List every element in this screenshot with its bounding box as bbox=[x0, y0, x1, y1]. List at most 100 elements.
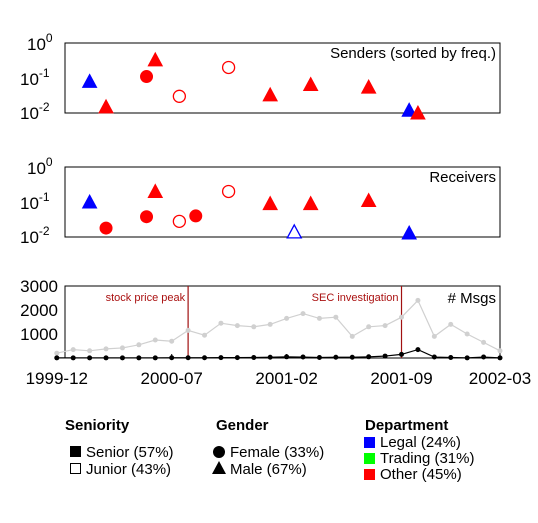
series-point bbox=[185, 327, 191, 333]
series-point bbox=[349, 354, 355, 360]
messages-xtick-label: 1999-12 bbox=[26, 369, 88, 388]
series-point bbox=[431, 333, 437, 339]
series-point bbox=[300, 311, 306, 317]
series-point bbox=[136, 342, 142, 348]
data-point bbox=[360, 192, 377, 208]
legend-other-label: Other (45%) bbox=[380, 466, 462, 483]
data-point bbox=[172, 89, 187, 103]
receivers-ytick-label: 100 bbox=[27, 155, 53, 178]
series-point bbox=[349, 333, 355, 339]
legend: Seniority Senior (57%) Junior (43%) Gend… bbox=[65, 417, 474, 483]
legend-legal-label: Legal (24%) bbox=[380, 434, 461, 451]
messages-xtick-label: 2001-09 bbox=[370, 369, 432, 388]
messages-x-ticks: 1999-12 2000-07 2001-02 2001-09 2002-03 bbox=[26, 354, 531, 388]
data-point bbox=[221, 60, 236, 75]
series-point bbox=[152, 337, 158, 343]
legend-gender: Gender Female (33%) Male (67%) bbox=[212, 417, 324, 478]
messages-xtick-label: 2002-03 bbox=[469, 369, 531, 388]
series-point bbox=[70, 347, 76, 353]
series-point bbox=[185, 355, 191, 361]
data-point bbox=[140, 210, 154, 224]
series-point bbox=[169, 338, 175, 344]
series-point bbox=[202, 355, 208, 361]
messages-plot-frame bbox=[64, 285, 501, 359]
series-point bbox=[251, 355, 257, 361]
annotation-label: stock price peak bbox=[106, 292, 186, 304]
senders-ytick-label: 10-1 bbox=[20, 66, 50, 89]
series-point bbox=[333, 314, 339, 320]
data-point bbox=[286, 223, 303, 239]
series-point bbox=[464, 331, 470, 337]
receivers-plot-frame bbox=[64, 166, 501, 238]
legend-trading-swatch bbox=[364, 453, 375, 464]
data-point bbox=[360, 79, 377, 94]
data-point bbox=[302, 76, 319, 92]
series-point bbox=[431, 354, 437, 360]
messages-xtick-label: 2000-07 bbox=[141, 369, 203, 388]
series-point bbox=[54, 355, 60, 361]
series-point bbox=[464, 355, 470, 361]
senders-points bbox=[81, 51, 426, 120]
series-point bbox=[366, 354, 372, 360]
data-point bbox=[189, 209, 203, 223]
series-point bbox=[267, 354, 273, 360]
senders-plot-frame bbox=[64, 42, 501, 114]
legend-junior-label: Junior (43%) bbox=[86, 461, 171, 478]
series-point bbox=[415, 297, 421, 303]
legend-junior-marker bbox=[70, 463, 81, 474]
series-point bbox=[267, 321, 273, 327]
series-point bbox=[481, 339, 487, 345]
annotation-label: SEC investigation bbox=[312, 292, 399, 304]
series-point bbox=[234, 323, 240, 329]
series-point bbox=[481, 354, 487, 360]
series-point bbox=[103, 346, 109, 352]
series-point bbox=[169, 355, 175, 361]
data-point bbox=[140, 70, 154, 84]
data-point bbox=[99, 221, 113, 235]
legend-other-swatch bbox=[364, 469, 375, 480]
messages-series bbox=[54, 297, 503, 361]
messages-panel-title: # Msgs bbox=[448, 290, 496, 307]
data-point bbox=[147, 51, 164, 67]
legend-gender-title: Gender bbox=[216, 417, 269, 434]
series-line bbox=[56, 299, 501, 354]
messages-ytick-label: 1000 bbox=[20, 325, 58, 344]
data-point bbox=[98, 98, 114, 114]
series-point bbox=[87, 355, 93, 361]
data-point bbox=[147, 183, 164, 198]
series-point bbox=[284, 354, 290, 360]
series-point bbox=[119, 355, 125, 361]
series-point bbox=[300, 354, 306, 360]
data-point bbox=[401, 102, 418, 117]
messages-y-ticks: 1000 2000 3000 bbox=[20, 277, 58, 344]
receivers-ytick-label: 10-2 bbox=[20, 224, 50, 247]
series-point bbox=[382, 353, 388, 359]
legend-male-label: Male (67%) bbox=[230, 461, 307, 478]
series-point bbox=[70, 355, 76, 361]
data-point bbox=[410, 104, 426, 120]
series-point bbox=[202, 332, 208, 338]
series-point bbox=[251, 324, 257, 330]
data-point bbox=[81, 73, 98, 88]
series-point bbox=[103, 355, 109, 361]
data-point bbox=[401, 224, 418, 240]
data-point bbox=[302, 195, 319, 211]
receivers-panel-title: Receivers bbox=[429, 169, 496, 186]
legend-department-title: Department bbox=[365, 417, 448, 434]
data-point bbox=[81, 193, 98, 209]
receivers-ytick-label: 10-1 bbox=[20, 190, 50, 213]
senders-ytick-label: 100 bbox=[27, 31, 53, 54]
data-point bbox=[172, 214, 187, 228]
series-point bbox=[382, 323, 388, 329]
legend-senior-label: Senior (57%) bbox=[86, 444, 174, 461]
series-point bbox=[284, 315, 290, 321]
receivers-points bbox=[81, 183, 418, 240]
series-point bbox=[415, 347, 421, 353]
series-point bbox=[316, 355, 322, 361]
receivers-panel: 100 10-1 10-2 Receivers bbox=[20, 155, 501, 247]
senders-ytick-label: 10-2 bbox=[20, 100, 50, 123]
series-point bbox=[399, 351, 405, 357]
series-point bbox=[119, 345, 125, 351]
series-point bbox=[448, 355, 454, 361]
